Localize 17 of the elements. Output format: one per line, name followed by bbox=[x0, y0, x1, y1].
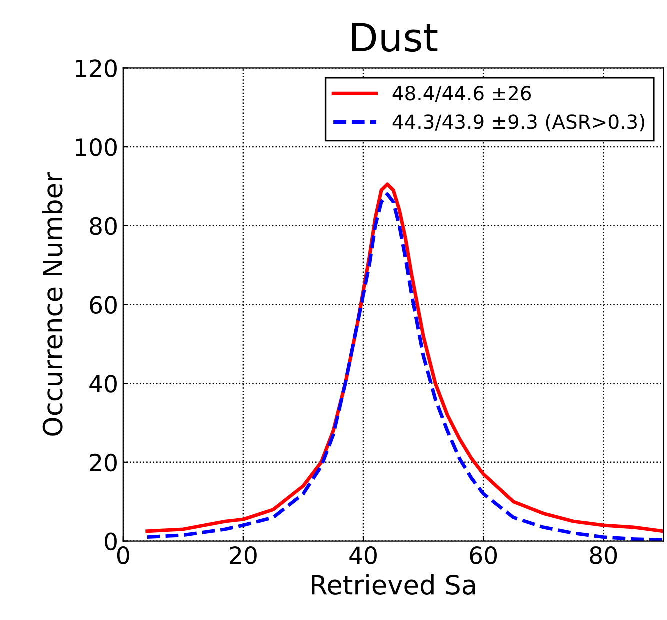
y-tick-label: 40 bbox=[90, 375, 117, 393]
y-tick-label: 20 bbox=[90, 454, 117, 472]
x-axis-title: Retrieved Sa bbox=[312, 574, 476, 595]
x-tick-label: 80 bbox=[590, 546, 618, 564]
legend-label: 44.3/43.9 ±9.3 (ASR>0.3) bbox=[392, 114, 644, 132]
y-tick-label: 80 bbox=[90, 217, 117, 236]
x-tick-label: 0 bbox=[117, 546, 130, 564]
y-tick-label: 100 bbox=[76, 138, 117, 156]
legend-label: 48.4/44.6 ±26 bbox=[392, 86, 532, 102]
y-tick-label: 60 bbox=[90, 296, 117, 314]
chart-title: Dust bbox=[352, 23, 438, 52]
y-tick-label: 120 bbox=[76, 60, 117, 78]
x-tick-label: 40 bbox=[350, 546, 377, 564]
y-tick-label: 0 bbox=[105, 532, 117, 551]
x-tick-label: 60 bbox=[470, 546, 498, 564]
y-axis-title: Occurrence Number bbox=[42, 172, 63, 436]
x-tick-label: 20 bbox=[230, 546, 257, 564]
